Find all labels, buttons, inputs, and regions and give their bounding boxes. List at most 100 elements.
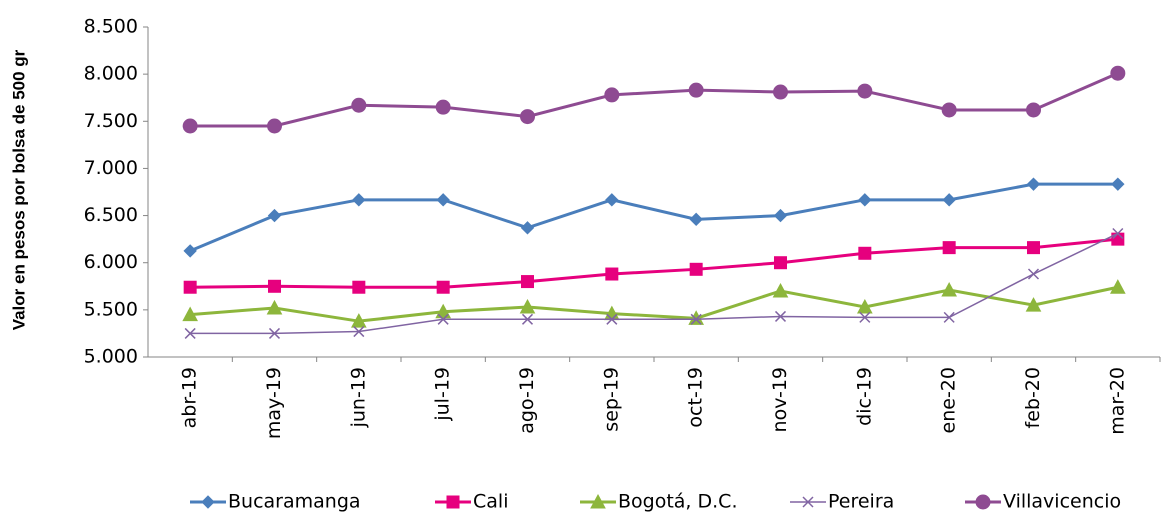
legend-item: Bogotá, D.C.	[580, 491, 738, 513]
marker	[1025, 297, 1042, 312]
marker	[267, 208, 282, 223]
marker	[1110, 65, 1126, 81]
series-line	[190, 237, 1118, 289]
marker	[690, 313, 702, 325]
x-tick-label: nov-19	[769, 367, 791, 432]
marker	[266, 299, 283, 315]
y-tick-label: 8.500	[84, 16, 138, 38]
marker	[268, 327, 281, 339]
marker	[1109, 279, 1126, 294]
x-tick-label: abr-19	[179, 367, 201, 428]
marker	[772, 282, 789, 298]
marker	[773, 208, 788, 223]
marker	[858, 193, 872, 207]
y-tick-label: 6.500	[84, 204, 138, 226]
marker	[942, 193, 956, 207]
x-tick-label: ago-19	[516, 367, 538, 434]
legend-label: Bucaramanga	[228, 491, 361, 513]
x-tick-label: jul-19	[432, 367, 454, 422]
marker	[858, 246, 872, 260]
marker	[689, 262, 703, 276]
marker	[605, 193, 619, 207]
y-tick-label: 8.000	[84, 63, 138, 85]
series-line	[190, 285, 1119, 323]
y-tick-label: 6.000	[84, 251, 138, 273]
marker	[1111, 177, 1125, 191]
marker	[942, 241, 956, 255]
legend-item: Pereira	[790, 491, 894, 513]
series	[182, 279, 1126, 328]
marker	[604, 87, 620, 103]
marker	[520, 221, 535, 235]
marker	[688, 82, 704, 98]
marker	[802, 496, 814, 508]
marker	[268, 279, 281, 293]
marker	[941, 282, 958, 297]
y-tick-label: 5.500	[84, 298, 138, 320]
marker	[436, 193, 450, 207]
marker	[267, 118, 282, 134]
marker	[182, 306, 199, 322]
legend-label: Cali	[473, 491, 508, 513]
marker	[182, 118, 198, 134]
marker	[435, 99, 451, 115]
marker	[590, 493, 606, 509]
marker	[688, 310, 705, 325]
marker	[351, 97, 367, 113]
y-tick-label: 5.000	[84, 346, 138, 368]
marker	[521, 275, 534, 289]
series-line	[190, 232, 1119, 335]
marker	[773, 84, 788, 100]
x-tick-label: jun-19	[347, 367, 369, 428]
legend-label: Villavicencio	[1003, 491, 1121, 513]
marker	[184, 327, 196, 339]
y-axis-title: Valor en pesos por bolsa de 500 gr	[9, 49, 28, 330]
marker	[1026, 177, 1041, 191]
marker	[856, 298, 873, 314]
x-tick-label: oct-19	[685, 367, 707, 428]
marker	[350, 313, 367, 328]
marker	[857, 83, 873, 99]
marker	[519, 298, 536, 314]
marker	[353, 326, 365, 338]
marker	[1027, 268, 1040, 280]
x-tick-label: ene-20	[938, 367, 960, 433]
series	[183, 232, 1125, 294]
marker	[183, 280, 197, 294]
series-line	[189, 182, 1118, 253]
series-line	[190, 71, 1119, 128]
marker	[437, 313, 449, 325]
marker	[859, 311, 871, 323]
marker	[1112, 227, 1124, 240]
marker	[520, 109, 535, 125]
x-tick-label: mar-20	[1106, 367, 1128, 435]
x-tick-label: sep-19	[600, 367, 622, 432]
marker	[201, 495, 215, 509]
marker	[774, 256, 787, 270]
x-tick-label: feb-20	[1022, 367, 1044, 428]
series	[184, 227, 1124, 339]
marker	[943, 311, 955, 323]
y-tick-label: 7.000	[84, 157, 138, 179]
marker	[689, 212, 703, 227]
marker	[352, 193, 366, 207]
x-tick-label: may-19	[263, 367, 285, 439]
marker	[1026, 102, 1041, 118]
marker	[1027, 241, 1040, 255]
legend-item: Bucaramanga	[190, 491, 361, 513]
series	[182, 65, 1126, 134]
marker	[941, 102, 957, 118]
marker	[352, 280, 366, 294]
legend-label: Pereira	[828, 491, 894, 513]
legend-item: Villavicencio	[965, 491, 1121, 513]
marker	[435, 303, 452, 319]
series	[183, 177, 1125, 258]
marker	[605, 267, 619, 281]
marker	[521, 313, 534, 325]
marker	[606, 313, 618, 325]
y-tick-label: 7.500	[84, 110, 138, 132]
marker	[436, 280, 450, 294]
legend-label: Bogotá, D.C.	[618, 491, 738, 513]
marker	[183, 244, 197, 258]
